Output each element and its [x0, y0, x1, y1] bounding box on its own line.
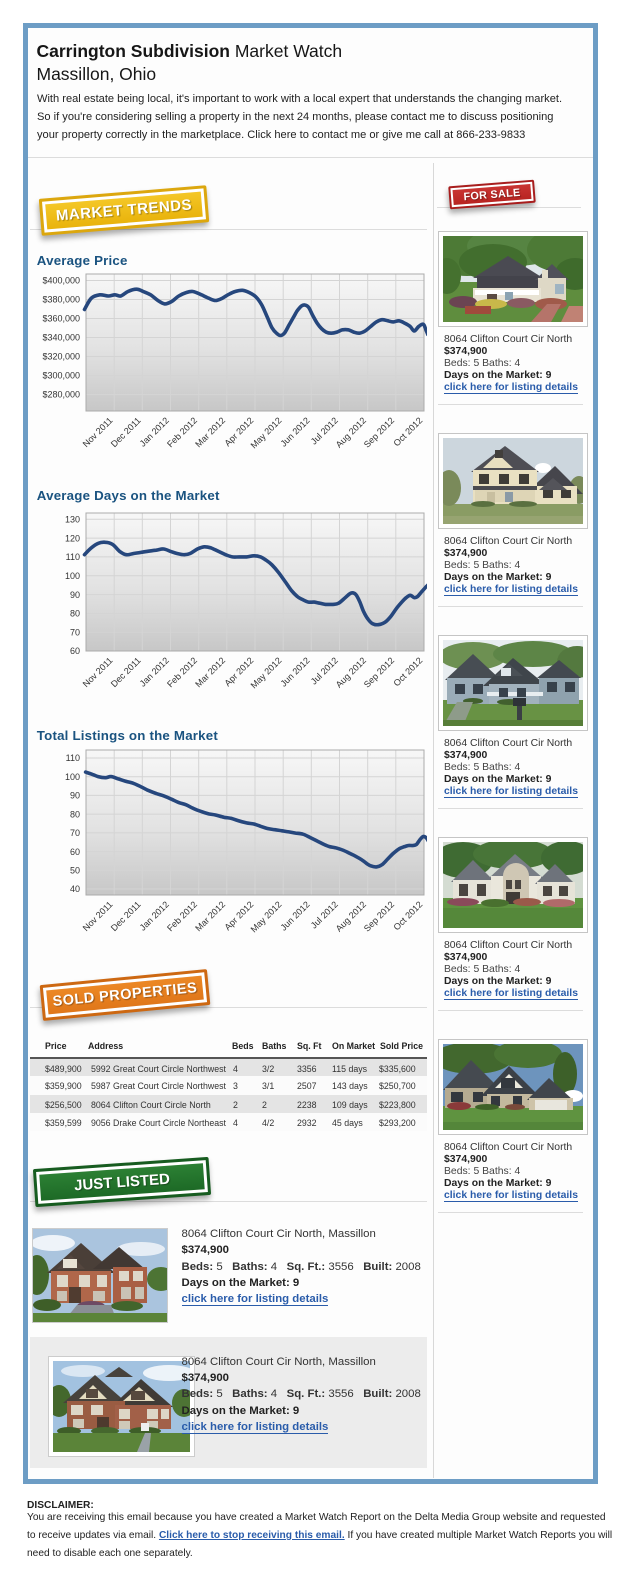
svg-text:$380,000: $380,000: [42, 295, 80, 305]
svg-text:May 2012: May 2012: [249, 655, 284, 690]
svg-text:Mar 2012: Mar 2012: [193, 655, 227, 689]
svg-text:Sep 2012: Sep 2012: [362, 899, 396, 933]
svg-text:60: 60: [70, 646, 80, 656]
svg-text:80: 80: [70, 809, 80, 819]
svg-text:Jun 2012: Jun 2012: [278, 655, 311, 688]
svg-text:110: 110: [66, 753, 80, 763]
svg-text:130: 130: [65, 515, 80, 525]
svg-text:40: 40: [70, 884, 80, 894]
svg-text:Oct 2012: Oct 2012: [392, 655, 425, 688]
svg-text:90: 90: [70, 791, 80, 801]
svg-text:Oct 2012: Oct 2012: [392, 415, 425, 448]
svg-text:Sep 2012: Sep 2012: [362, 655, 396, 689]
svg-text:$340,000: $340,000: [42, 333, 80, 343]
svg-text:Mar 2012: Mar 2012: [193, 415, 227, 449]
svg-text:90: 90: [70, 590, 80, 600]
svg-text:Dec 2011: Dec 2011: [109, 655, 143, 689]
svg-text:Jun 2012: Jun 2012: [278, 415, 311, 448]
svg-text:Dec 2011: Dec 2011: [109, 899, 143, 933]
svg-text:70: 70: [70, 627, 80, 637]
svg-text:$320,000: $320,000: [42, 352, 80, 362]
svg-text:50: 50: [70, 866, 80, 876]
svg-text:80: 80: [70, 609, 80, 619]
svg-text:May 2012: May 2012: [249, 415, 284, 450]
svg-text:100: 100: [65, 571, 80, 581]
svg-text:100: 100: [65, 772, 80, 782]
svg-text:Dec 2011: Dec 2011: [109, 415, 143, 449]
svg-text:$300,000: $300,000: [42, 371, 80, 381]
svg-text:120: 120: [65, 533, 80, 543]
svg-text:May 2012: May 2012: [249, 899, 284, 934]
svg-text:Jun 2012: Jun 2012: [278, 899, 311, 932]
svg-text:60: 60: [70, 847, 80, 857]
svg-text:70: 70: [70, 828, 80, 838]
svg-text:Sep 2012: Sep 2012: [362, 415, 396, 449]
svg-text:$280,000: $280,000: [42, 390, 80, 400]
svg-text:Oct 2012: Oct 2012: [392, 899, 425, 932]
svg-text:$360,000: $360,000: [42, 314, 80, 324]
svg-text:110: 110: [66, 552, 80, 562]
svg-text:Mar 2012: Mar 2012: [193, 899, 227, 933]
svg-text:$400,000: $400,000: [42, 276, 80, 286]
